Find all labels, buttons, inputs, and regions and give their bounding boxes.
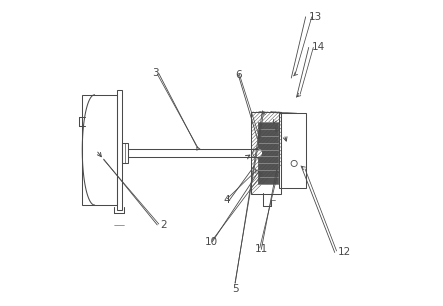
Text: 10: 10	[205, 237, 218, 247]
Text: 14: 14	[312, 43, 325, 52]
Text: 4: 4	[223, 196, 229, 205]
Text: 2: 2	[160, 220, 167, 230]
Text: 3: 3	[153, 69, 159, 78]
Text: 13: 13	[309, 12, 322, 22]
Bar	[122, 143, 128, 163]
Text: 11: 11	[255, 244, 268, 254]
Circle shape	[253, 148, 263, 158]
Text: 6: 6	[235, 70, 242, 80]
Bar	[280, 113, 306, 188]
Text: 12: 12	[338, 248, 351, 257]
Bar	[117, 90, 122, 210]
Bar	[82, 95, 117, 205]
Text: 5: 5	[232, 284, 239, 294]
Bar	[257, 122, 278, 184]
Bar	[252, 112, 281, 194]
